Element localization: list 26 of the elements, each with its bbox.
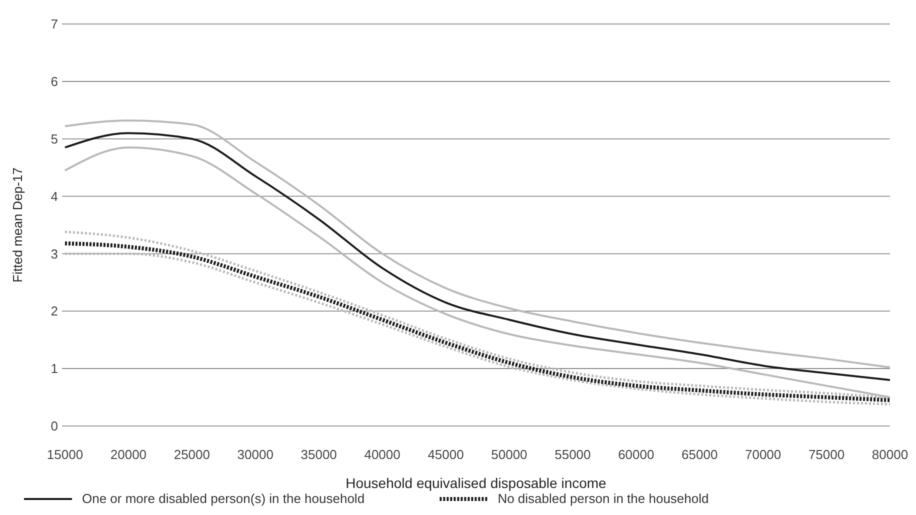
y-tick-label: 1 [50,361,58,376]
x-axis-title: Household equivalised disposable income [346,475,607,491]
y-tick-label: 2 [50,304,58,319]
x-tick-label: 55000 [554,447,591,462]
x-tick-label: 15000 [46,447,84,462]
x-tick-label: 60000 [618,447,654,462]
x-tick-label: 70000 [745,447,782,462]
y-tick-label: 4 [50,188,58,204]
x-tick-label: 20000 [110,447,147,462]
x-tick-label: 50000 [491,447,528,462]
x-tick-label: 75000 [808,447,845,462]
x-tick-label: 45000 [428,447,464,462]
y-tick-label: 0 [50,418,58,434]
x-tick-label: 30000 [237,447,274,462]
y-tick-label: 5 [50,131,58,146]
x-tick-label: 35000 [300,447,337,462]
y-tick-label: 6 [50,74,58,89]
y-tick-label: 3 [50,246,58,262]
legend-label: No disabled person in the household [498,491,709,506]
x-tick-label: 40000 [364,447,400,462]
legend-label: One or more disabled person(s) in the household [82,491,365,506]
x-tick-label: 65000 [682,447,718,462]
y-axis-title: Fitted mean Dep-17 [10,168,25,282]
x-tick-label: 25000 [174,447,210,462]
x-tick-label: 80000 [872,447,908,462]
y-tick-label: 7 [50,16,58,32]
